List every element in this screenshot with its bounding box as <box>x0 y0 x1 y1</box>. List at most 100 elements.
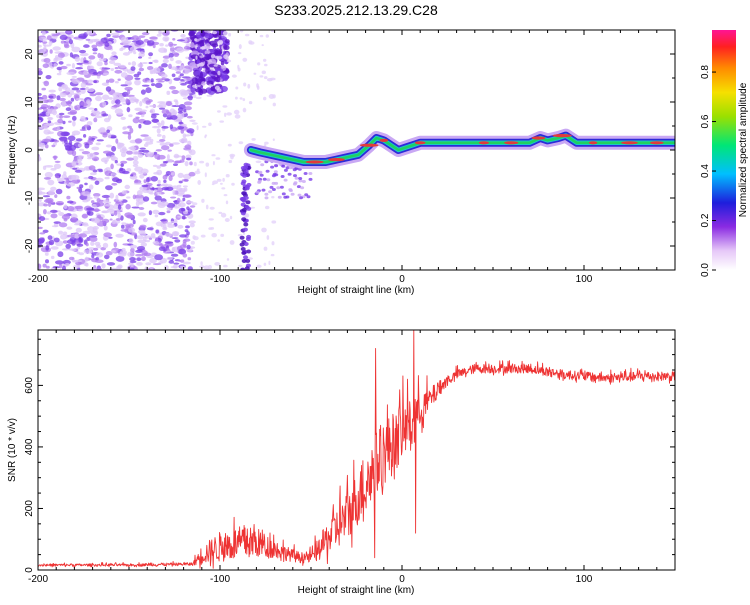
spectrogram-noise-blob <box>83 249 93 254</box>
spectrogram-noise-blob <box>38 113 46 117</box>
spectrogram-noise-blob <box>222 75 229 82</box>
spectrogram-noise-blob <box>192 94 197 99</box>
spectrogram-noise-blob <box>176 47 185 53</box>
spectrogram-noise-blob <box>59 92 67 98</box>
spectrogram-noise-blob <box>143 179 147 184</box>
spectrogram-noise-blob <box>164 265 169 270</box>
snr-ticks: -200 -100 0 100 0 200 400 600 <box>24 330 676 585</box>
spectrogram-noise-blob <box>251 138 256 141</box>
spectrogram-noise-blob <box>195 78 199 85</box>
spectrogram-noise-blob <box>94 218 101 224</box>
spectrogram-noise-blob <box>78 233 88 238</box>
spectrogram-noise-blob <box>182 210 189 215</box>
spectrogram-noise-blob <box>180 129 185 134</box>
spectrogram-noise-blob <box>117 78 121 81</box>
spectrogram-noise-blob <box>242 98 246 102</box>
spectrogram-noise-blob <box>107 38 114 42</box>
spectrogram-noise-blob <box>79 184 84 189</box>
spectrogram-noise-blob <box>170 172 175 176</box>
spectrogram-noise-blob <box>259 75 264 78</box>
ridge-core <box>552 134 572 138</box>
spectrogram-noise-blob <box>77 143 83 148</box>
spectrogram-noise-blob <box>283 178 288 182</box>
spectrogram-noise-blob <box>199 78 205 82</box>
spectrogram-noise-blob <box>179 89 187 95</box>
ridge-core <box>504 141 519 145</box>
spectrogram-noise-blob <box>146 177 150 183</box>
spectrogram-noise-blob <box>79 129 87 131</box>
spectrogram-noise-blob <box>152 209 160 215</box>
spectrogram-noise-blob <box>79 117 87 122</box>
spectrogram-noise-blob <box>133 73 140 78</box>
spectrogram-noise-blob <box>234 114 241 119</box>
spectrogram-noise-blob <box>62 120 66 125</box>
spectrogram-noise-blob <box>38 44 42 48</box>
spectrogram-noise-blob <box>127 214 133 219</box>
spectrogram-noise-blob <box>120 229 129 232</box>
spectrogram-noise-blob <box>98 57 107 62</box>
spectrogram-noise-blob <box>130 66 136 71</box>
ridge-core <box>328 158 345 162</box>
spectrogram-noise-blob <box>225 174 230 178</box>
spectrogram-noise-blob <box>67 111 77 115</box>
spectrogram-noise-blob <box>61 214 70 220</box>
spectrogram-noise-blob <box>128 62 131 66</box>
spectrogram-noise-blob <box>101 218 110 224</box>
spectrogram-noise-blob <box>170 253 179 257</box>
spectrogram-noise-blob <box>266 235 270 240</box>
spectrogram-noise-blob <box>229 215 233 220</box>
spectrogram-noise-blob <box>79 87 87 90</box>
spectrogram-noise-blob <box>90 241 95 246</box>
spectrogram-noise-blob <box>71 130 81 136</box>
spectrogram-noise-blob <box>89 39 98 43</box>
spectrogram-noise-blob <box>170 115 178 120</box>
spectrogram-noise-blob <box>118 251 127 257</box>
snr-xtick-label: -200 <box>28 574 48 585</box>
spectrogram-noise-blob <box>95 92 104 96</box>
spectrogram-noise-blob <box>150 114 157 119</box>
spectrogram-noise-blob <box>115 194 119 201</box>
spectrogram-noise-blob <box>44 252 49 256</box>
spectrogram-noise-blob <box>263 246 268 251</box>
spectrogram-noise-blob <box>138 123 142 129</box>
spectrogram-noise-blob <box>141 114 145 118</box>
spectrogram-noise-blob <box>244 33 250 37</box>
spectrogram-noise-blob <box>72 115 77 121</box>
spectrogram-noise-blob <box>247 83 251 89</box>
spectrogram-noise-blob <box>215 75 221 82</box>
spectrogram-noise-blob <box>297 167 302 171</box>
spectrogram-noise-blob <box>88 165 96 171</box>
spectrogram-noise-blob <box>86 152 96 159</box>
spectrogram-noise-blob <box>39 125 49 130</box>
spectrogram-noise-blob <box>76 89 81 93</box>
spectrogram-noise-blob <box>38 237 45 244</box>
spectrogram-noise-blob <box>264 192 269 196</box>
spectrogram-noise-blob <box>131 61 137 67</box>
spectrogram-noise-blob <box>60 131 69 137</box>
spectrogram-noise-blob <box>103 225 108 231</box>
spectrogram-noise-blob <box>196 168 200 172</box>
spectrogram-noise-blob <box>133 266 138 270</box>
spectrogram-noise-blob <box>62 231 68 236</box>
spectrogram-noise-blob <box>183 187 188 192</box>
spectrogram-noise-blob <box>273 170 278 174</box>
spectrogram-noise-blob <box>184 229 189 233</box>
spectrogram-noise-blob <box>102 113 109 117</box>
spectrogram-noise-blob <box>139 100 143 107</box>
spectrogram-noise-blob <box>175 60 182 64</box>
spectrogram-noise-blob <box>190 54 199 60</box>
spectrogram-noise-blob <box>158 80 165 83</box>
spectrogram-noise-blob <box>42 263 47 268</box>
spectrogram-noise-blob <box>71 78 79 82</box>
spectrogram-noise-blob <box>201 57 210 61</box>
spectrogram-noise-blob <box>141 184 149 188</box>
spectrogram-noise-blob <box>128 114 133 118</box>
spectrogram-noise-blob <box>220 60 225 66</box>
spectrogram-noise-blob <box>80 82 87 89</box>
spectrogram-noise-blob <box>189 149 196 156</box>
spectrogram-noise-blob <box>113 62 122 66</box>
spectrogram-noise-blob <box>81 213 88 219</box>
spectrogram-noise-blob <box>240 211 246 216</box>
